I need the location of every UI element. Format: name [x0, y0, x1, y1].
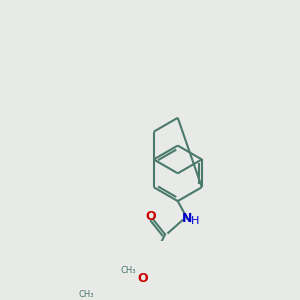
Text: CH₃: CH₃ — [79, 290, 94, 299]
Text: O: O — [146, 210, 156, 223]
Text: H: H — [191, 216, 200, 226]
Text: CH₃: CH₃ — [121, 266, 136, 274]
Text: N: N — [182, 212, 193, 225]
Text: O: O — [137, 272, 148, 285]
